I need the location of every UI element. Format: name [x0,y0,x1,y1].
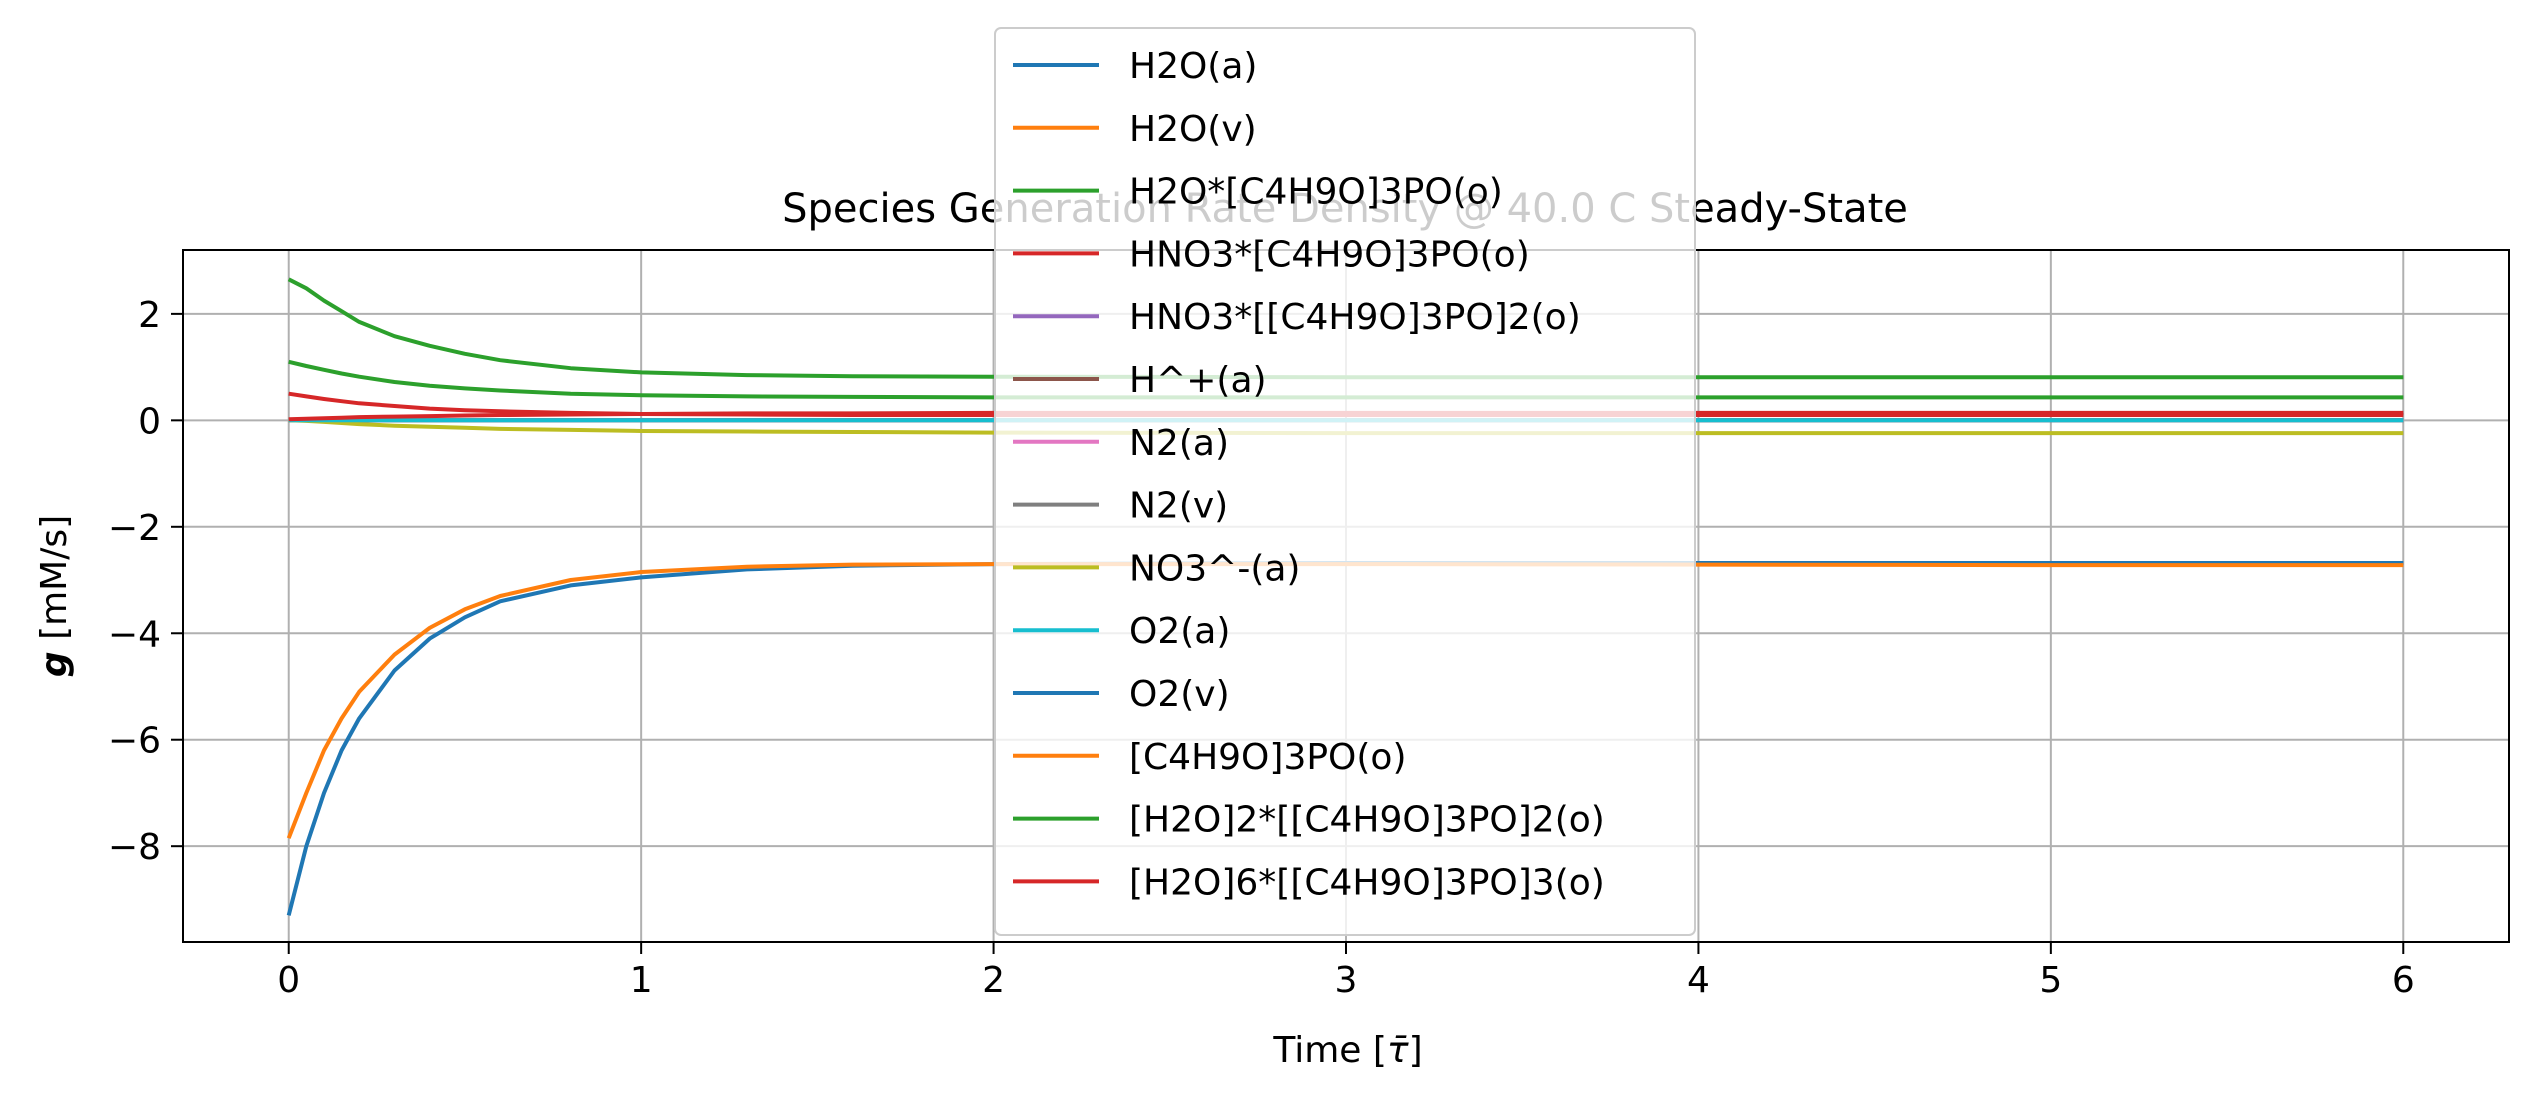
legend-label: H^+(a) [1129,360,1267,401]
x-axis-label-symbol: τ̄ [1387,1030,1409,1071]
x-tick-label: 0 [277,960,300,1001]
legend-items: H2O(a) H2O(v) H2O*[C4H9O]3PO(o) HNO3*[C4H9O… [1013,46,1605,903]
y-axis-label: g [mM/s] [34,515,75,677]
x-tick-label: 1 [630,960,653,1001]
legend-label: O2(a) [1129,611,1230,652]
legend-label: HNO3*[C4H9O]3PO(o) [1129,234,1530,275]
x-axis-label: Time [τ̄] [1272,1030,1422,1071]
axis-ticks: 0 1 2 3 4 5 6 −8 −6 −4 −2 0 2 [108,295,2415,1001]
y-axis-label-symbol: g [34,651,75,677]
x-tick-label: 6 [2392,960,2415,1001]
y-tick-label: −6 [108,721,161,762]
legend-label: HNO3*[[C4H9O]3PO]2(o) [1129,297,1581,338]
y-axis-label-unit: [mM/s] [34,515,75,652]
x-tick-label: 3 [1335,960,1358,1001]
y-tick-label: 0 [138,401,161,442]
y-tick-label: −2 [108,508,161,549]
legend-label: NO3^-(a) [1129,548,1300,589]
legend-label: [H2O]6*[[C4H9O]3PO]3(o) [1129,862,1605,903]
x-tick-label: 2 [982,960,1005,1001]
legend: H2O(a) H2O(v) H2O*[C4H9O]3PO(o) HNO3*[C4H9O… [994,27,1696,936]
x-tick-label: 4 [1687,960,1710,1001]
y-tick-label: 2 [138,295,161,336]
y-tick-label: −8 [108,827,161,868]
x-tick-label: 5 [2039,960,2062,1001]
legend-label: [C4H9O]3PO(o) [1129,737,1407,778]
legend-label: N2(v) [1129,486,1228,527]
legend-label: O2(v) [1129,674,1230,715]
x-axis-label-text: Time [ [1272,1030,1387,1071]
legend-label: H2O*[C4H9O]3PO(o) [1129,172,1503,213]
legend-label: N2(a) [1129,423,1229,464]
legend-box [994,27,1696,936]
legend-label: H2O(a) [1129,46,1257,87]
y-tick-label: −4 [108,614,161,655]
legend-label: H2O(v) [1129,109,1257,150]
x-axis-label-close: ] [1409,1030,1423,1071]
legend-label: [H2O]2*[[C4H9O]3PO]2(o) [1129,800,1605,841]
